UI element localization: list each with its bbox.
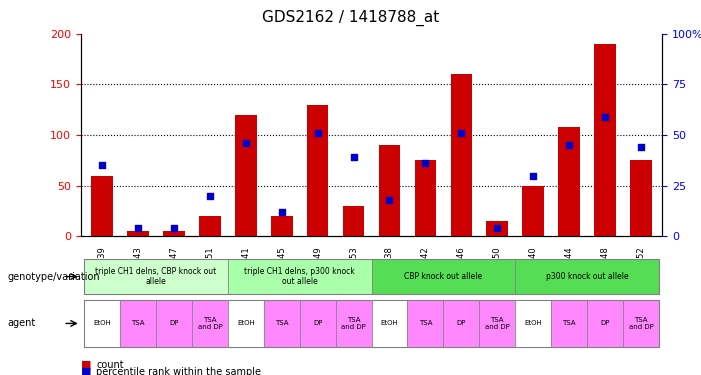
- Point: [312, 130, 323, 136]
- Text: TSA: TSA: [131, 320, 145, 326]
- Point: [456, 130, 467, 136]
- Point: [528, 172, 539, 178]
- Bar: [343, 206, 365, 236]
- Text: agent: agent: [7, 318, 35, 328]
- Bar: [235, 115, 257, 236]
- Bar: [199, 216, 221, 236]
- Bar: [379, 145, 400, 236]
- Text: DP: DP: [456, 320, 466, 326]
- Text: EtOH: EtOH: [524, 320, 542, 326]
- Bar: [486, 221, 508, 236]
- Bar: [91, 176, 113, 236]
- Bar: [163, 231, 185, 236]
- Point: [97, 162, 108, 168]
- Text: DP: DP: [170, 320, 179, 326]
- Bar: [630, 160, 652, 236]
- Text: TSA
and DP: TSA and DP: [198, 317, 222, 330]
- Text: TSA
and DP: TSA and DP: [341, 317, 366, 330]
- Text: DP: DP: [313, 320, 322, 326]
- Text: p300 knock out allele: p300 knock out allele: [545, 272, 628, 281]
- Text: ■: ■: [81, 367, 91, 375]
- Text: count: count: [96, 360, 123, 369]
- Bar: [271, 216, 292, 236]
- Text: ■: ■: [81, 360, 91, 369]
- Text: triple CH1 delns, CBP knock out
allele: triple CH1 delns, CBP knock out allele: [95, 267, 217, 286]
- Bar: [522, 186, 544, 236]
- Text: TSA
and DP: TSA and DP: [485, 317, 510, 330]
- Text: TSA
and DP: TSA and DP: [629, 317, 653, 330]
- Text: TSA: TSA: [418, 320, 432, 326]
- Text: TSA: TSA: [562, 320, 576, 326]
- Bar: [307, 105, 329, 236]
- Bar: [558, 127, 580, 236]
- Text: DP: DP: [600, 320, 610, 326]
- Point: [348, 154, 359, 160]
- Text: genotype/variation: genotype/variation: [7, 272, 100, 282]
- Point: [168, 225, 179, 231]
- Bar: [128, 231, 149, 236]
- Text: TSA: TSA: [275, 320, 289, 326]
- Point: [635, 144, 646, 150]
- Bar: [414, 160, 436, 236]
- Text: EtOH: EtOH: [237, 320, 254, 326]
- Text: CBP knock out allele: CBP knock out allele: [404, 272, 482, 281]
- Bar: [594, 44, 615, 236]
- Point: [564, 142, 575, 148]
- Point: [599, 114, 611, 120]
- Point: [491, 225, 503, 231]
- Point: [276, 209, 287, 215]
- Point: [420, 160, 431, 166]
- Text: triple CH1 delns, p300 knock
out allele: triple CH1 delns, p300 knock out allele: [245, 267, 355, 286]
- Text: GDS2162 / 1418788_at: GDS2162 / 1418788_at: [262, 9, 439, 26]
- Point: [204, 193, 215, 199]
- Text: EtOH: EtOH: [93, 320, 111, 326]
- Text: EtOH: EtOH: [381, 320, 398, 326]
- Bar: [451, 74, 472, 236]
- Point: [384, 197, 395, 203]
- Point: [132, 225, 144, 231]
- Point: [240, 140, 252, 146]
- Text: percentile rank within the sample: percentile rank within the sample: [96, 367, 261, 375]
